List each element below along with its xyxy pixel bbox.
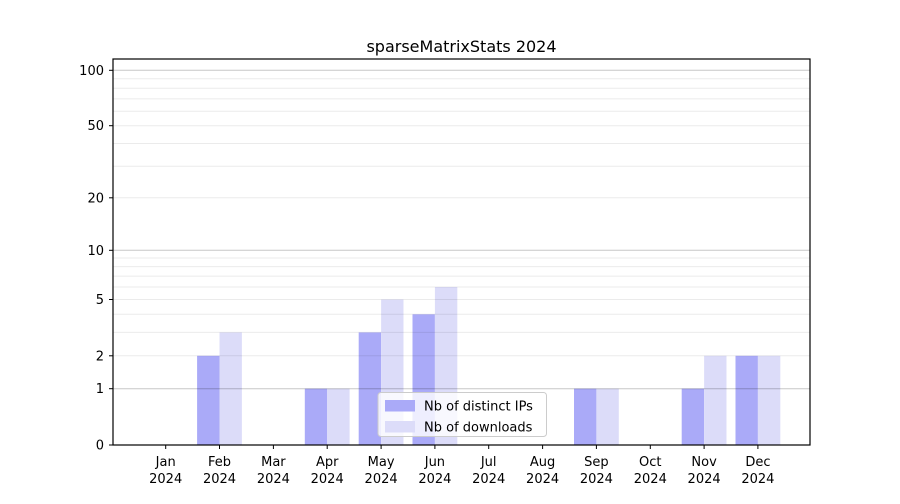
bar [704,355,727,445]
x-tick-label-month: May [368,455,395,470]
x-tick-label-year: 2024 [257,472,290,487]
x-tick-label-month: Jan [155,455,176,470]
x-tick-label-year: 2024 [526,472,559,487]
x-tick-label-month: Aug [530,455,555,470]
x-tick-label-year: 2024 [634,472,667,487]
bar [681,388,705,445]
plot-border [112,58,811,446]
bar [197,355,220,445]
y-tick-label: 5 [96,293,104,308]
x-tick-label-month: Sep [584,455,609,470]
y-tick-label: 100 [79,64,104,79]
bar [574,388,597,445]
y-tick-label: 20 [87,191,104,206]
x-tick-label-month: Oct [639,455,661,470]
x-tick-label-year: 2024 [418,472,451,487]
legend-swatch [385,421,415,433]
legend-swatch [385,400,415,412]
bar [358,332,382,445]
gridlines-group [113,69,810,390]
legend-label: Nb of downloads [424,421,533,436]
x-tick-label-month: Apr [316,455,339,470]
x-tick-label-month: Nov [691,455,717,470]
y-tick-label: 1 [96,382,104,397]
x-tick-label-year: 2024 [203,472,236,487]
x-tick-label-year: 2024 [149,472,182,487]
tick-labels-group: 0 1 2 5 10 20 50 100 Jan 2024 Feb 2024 Mar 2024 Apr 202… [79,64,774,487]
y-tick-label: 0 [96,439,104,454]
bar [757,355,781,445]
y-tick-label: 50 [87,119,104,134]
x-tick-label-year: 2024 [365,472,398,487]
x-tick-label-year: 2024 [741,472,774,487]
bar [219,332,242,445]
bar [735,355,758,445]
bar [596,388,619,445]
legend: Nb of distinct IPs Nb of downloads [377,392,547,437]
x-tick-label-year: 2024 [472,472,505,487]
bar [327,388,350,445]
x-tick-label-year: 2024 [311,472,344,487]
legend-box [377,392,547,437]
x-tick-label-month: Dec [745,455,770,470]
x-tick-label-year: 2024 [580,472,613,487]
legend-label: Nb of distinct IPs [424,400,533,415]
x-tick-label-month: Jun [424,455,445,470]
y-tick-label: 10 [87,244,104,259]
x-tick-label-month: Jul [480,455,497,470]
axes-group [109,58,811,449]
y-tick-label: 2 [96,349,104,364]
x-tick-label-month: Mar [261,455,286,470]
bar [304,388,328,445]
chart-title: sparseMatrixStats 2024 [366,37,556,56]
x-tick-label-year: 2024 [688,472,721,487]
x-tick-label-month: Feb [208,455,231,470]
